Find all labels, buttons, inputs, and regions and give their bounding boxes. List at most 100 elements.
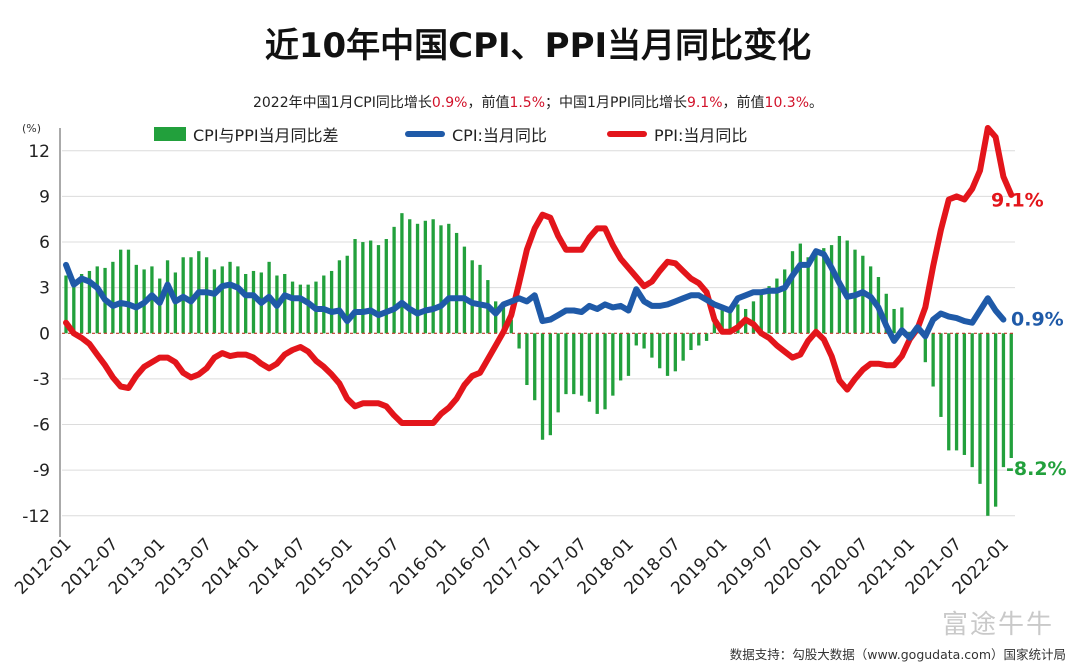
- diff-bar: [423, 220, 428, 334]
- diff-bar: [759, 292, 763, 334]
- diff-bar: [369, 240, 373, 334]
- diff-bar: [908, 331, 912, 334]
- legend-label-cpi: CPI:当月同比: [452, 126, 547, 145]
- diff-bar: [540, 333, 545, 440]
- cpi-line: [63, 248, 1007, 344]
- subtitle-text: ，前值: [722, 95, 765, 111]
- diff-bar: [236, 266, 240, 334]
- diff-bar: [618, 333, 623, 381]
- diff-bar: [790, 251, 795, 334]
- diff-bar: [689, 333, 693, 351]
- y-tick-label: 9: [39, 187, 50, 207]
- diff-bar: [642, 333, 646, 349]
- diff-bar: [462, 246, 467, 334]
- diff-bar: [603, 333, 607, 410]
- diff-bar: [134, 264, 138, 334]
- diff-bar: [665, 333, 670, 376]
- chart-subtitle: 2022年中国1月CPI同比增长0.9%，前值1.5%；中国1月PPI同比增长9…: [0, 92, 1076, 112]
- diff-bar: [283, 273, 287, 334]
- diff-bar: [579, 333, 584, 396]
- diff-bar: [775, 278, 779, 334]
- diff-bar: [494, 301, 498, 334]
- diff-bar: [454, 232, 459, 334]
- diff-bar: [72, 284, 76, 334]
- diff-bar: [212, 269, 217, 334]
- diff-bar: [587, 333, 592, 402]
- diff-bar: [658, 333, 662, 369]
- diff-bar: [329, 270, 334, 334]
- y-unit-label: (%): [22, 122, 41, 135]
- diff-bar: [720, 308, 724, 334]
- diff-bar: [970, 333, 974, 468]
- y-tick-label: -12: [22, 507, 50, 527]
- ppi-line: [63, 125, 1015, 426]
- diff-bar: [814, 252, 818, 334]
- subtitle-text: 。: [809, 95, 824, 111]
- diff-bar: [189, 257, 193, 334]
- legend-label-ppi: PPI:当月同比: [654, 126, 747, 145]
- diff-bar: [400, 213, 404, 334]
- diff-bar: [611, 333, 615, 396]
- diff-bar: [751, 301, 756, 334]
- diff-bar: [767, 286, 771, 334]
- diff-bar: [525, 333, 529, 386]
- diff-bar: [548, 333, 552, 436]
- diff-bar: [572, 333, 576, 395]
- diff-bar: [337, 260, 342, 334]
- diff-bar: [634, 333, 638, 346]
- diff-bar: [126, 249, 131, 334]
- diff-bar: [251, 270, 256, 334]
- chart-title: 近10年中国CPI、PPI当月同比变化: [264, 26, 812, 66]
- legend-swatch-diff: [154, 127, 186, 141]
- ppi-end-label: 9.1%: [991, 190, 1044, 212]
- diff-bar: [798, 243, 802, 334]
- diff-bar: [447, 223, 451, 334]
- y-tick-label: 3: [39, 279, 50, 299]
- subtitle-value: 0.9%: [431, 95, 468, 111]
- y-tick-label: 0: [39, 324, 50, 344]
- diff-bar: [993, 333, 998, 507]
- diff-bar: [736, 304, 740, 334]
- diff-bar: [783, 269, 787, 334]
- diff-bar: [415, 223, 420, 334]
- diff-bar: [322, 275, 326, 334]
- diff-bar: [439, 225, 443, 334]
- diff-bar: [306, 284, 310, 334]
- diff-bar: [697, 333, 701, 346]
- diff-bar: [900, 307, 904, 334]
- diff-bar: [986, 333, 990, 516]
- diff-bar: [931, 333, 935, 387]
- y-tick-label: 12: [28, 142, 50, 162]
- diff-bar: [564, 333, 568, 395]
- diff-bar: [517, 333, 521, 349]
- diff-bar: [978, 333, 982, 484]
- diff-bar: [408, 219, 412, 334]
- diff-bar: [79, 273, 84, 334]
- diff-bar: [165, 260, 170, 334]
- diff-bar: [728, 312, 732, 334]
- diff-bar: [884, 293, 888, 334]
- subtitle-text: ，前值: [467, 95, 510, 111]
- diff-bar: [1001, 333, 1006, 468]
- diff-bar: [556, 333, 560, 413]
- subtitle-value: 10.3%: [764, 95, 810, 111]
- diff-bar: [595, 333, 599, 414]
- diff-bar: [478, 264, 482, 334]
- diff-bar: [923, 333, 927, 363]
- diff-bar: [361, 242, 365, 334]
- diff-bar: [220, 266, 224, 334]
- diff-bar: [392, 226, 396, 334]
- diff-bar: [228, 261, 232, 334]
- diff-bar: [954, 333, 959, 451]
- subtitle-text: ；中国1月PPI同比增长: [545, 95, 687, 111]
- diff-bar: [845, 240, 849, 334]
- diff-bar: [704, 333, 709, 341]
- y-tick-label: -6: [33, 416, 50, 436]
- diff-bar: [345, 255, 349, 334]
- diff-bar: [87, 270, 92, 334]
- diff-bar: [650, 333, 654, 358]
- diff-bar: [829, 245, 834, 334]
- diff-bar: [158, 278, 162, 334]
